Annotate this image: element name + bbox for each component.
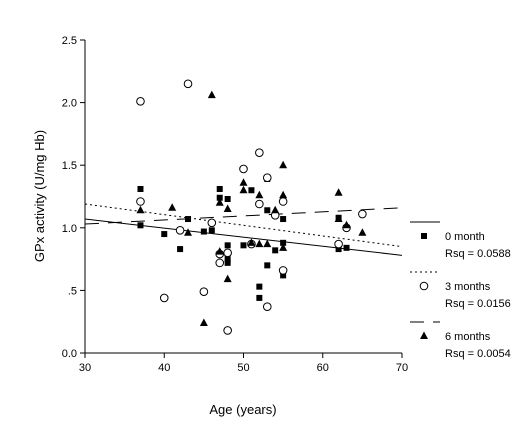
point-triangle [342,220,351,229]
point-circle [175,226,185,235]
point-circle [159,293,169,303]
point-square [335,246,342,253]
point-triangle [358,228,367,236]
fit-line-solid [84,218,403,256]
point-triangle [279,160,288,169]
legend: 0 month Rsq = 0.0588 3 months Rsq = 0.0156 6… [410,221,511,360]
y-tick-label: .5 [68,285,77,297]
x-tick-label: 60 [317,362,329,374]
point-square [256,283,263,290]
point-triangle [223,204,232,213]
point-triangle [255,190,264,199]
point-circle [358,209,367,219]
point-circle [136,197,145,206]
point-circle [199,287,209,296]
point-square [224,196,231,203]
y-tick-label: 2.5 [62,35,77,47]
legend-marker-triangle [420,331,428,339]
fit-line-dotted [84,203,403,248]
x-tick-label: 50 [237,362,249,374]
point-triangle [215,247,224,255]
point-triangle [207,90,216,99]
x-tick-label: 70 [396,362,408,374]
legend-series-name: 0 month [445,231,485,243]
point-square [224,242,231,249]
point-square [200,228,207,235]
point-square [343,244,350,251]
point-square [280,216,287,223]
legend-marker-circle [419,281,429,291]
legend-series-name: 6 months [445,331,491,343]
point-triangle [199,318,208,326]
point-square [248,187,255,194]
y-tick-label: 1.0 [62,223,77,235]
point-triangle [168,203,177,211]
point-circle [207,218,217,228]
point-circle [262,302,272,311]
point-circle [215,258,225,268]
point-square [272,247,279,254]
fit-line-dashed [84,207,403,225]
point-square [137,185,144,192]
legend-series-name: 3 months [445,281,491,293]
legend-marker-square [421,233,427,239]
point-square [264,207,271,214]
point-circle [278,266,288,275]
point-circle [255,199,264,209]
data-points [136,79,367,335]
x-tick-label: 40 [158,362,170,374]
x-tick-label: 30 [79,362,91,374]
point-square [216,185,223,192]
point-circle [262,173,272,183]
point-triangle [334,214,343,223]
point-triangle [215,198,224,206]
point-triangle [271,205,280,214]
point-triangle [255,239,264,248]
x-axis-title: Age (years) [209,402,276,417]
point-square [224,259,231,266]
point-square [161,231,168,238]
legend-rsq: Rsq = 0.0588 [445,248,511,260]
legend-rsq: Rsq = 0.0156 [445,298,511,310]
point-square [216,194,223,201]
point-triangle [184,228,193,236]
y-tick-label: 1.5 [62,160,77,172]
point-square [264,262,271,269]
legend-rsq: Rsq = 0.0054 [445,348,511,360]
point-square [185,216,192,223]
point-triangle [247,238,256,246]
y-tick-label: 0.0 [62,348,77,360]
point-circle [255,148,264,157]
point-square [208,227,215,234]
point-square [256,294,263,301]
point-triangle [223,274,232,283]
point-triangle [279,243,288,251]
y-tick-label: 2.0 [62,98,77,110]
point-square [280,239,287,246]
point-circle [183,79,193,89]
point-square [280,272,287,279]
point-triangle [334,188,343,196]
point-square [177,246,184,253]
point-square [137,222,144,229]
point-triangle [263,239,272,248]
point-circle [334,239,343,249]
point-square [240,242,247,249]
y-axis-title: GPx activity (U/mg Hb) [32,130,47,262]
point-circle [136,97,145,106]
point-square [224,256,231,263]
point-triangle [136,205,145,214]
point-circle [278,197,288,206]
point-triangle [279,190,288,199]
point-triangle [239,185,248,194]
point-triangle [239,178,248,186]
point-circle [223,326,232,335]
point-circle [239,164,248,174]
axes: 0.0 .5 1.0 1.5 2.0 2.5 30 40 50 60 70 [62,35,408,374]
point-circle [223,248,232,258]
